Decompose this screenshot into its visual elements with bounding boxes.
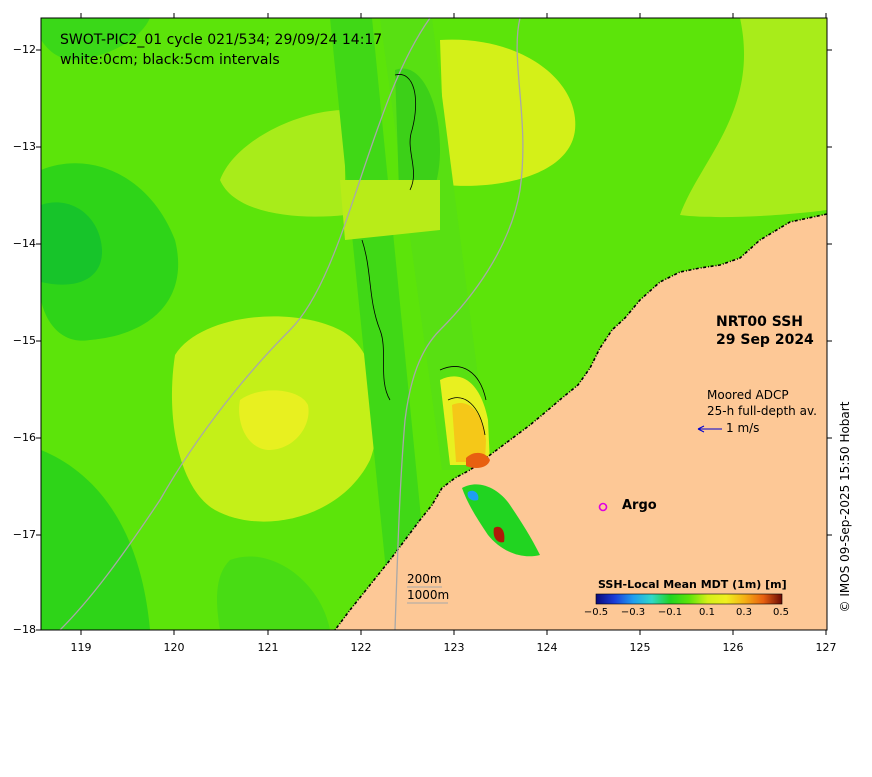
argo-marker bbox=[598, 502, 608, 512]
y-tick-label: −15 bbox=[12, 334, 36, 347]
ssh-low-northwest bbox=[41, 18, 150, 61]
contour-5cm bbox=[439, 366, 487, 401]
colorbar-tick: −0.3 bbox=[620, 607, 646, 618]
ssh-high-northeast bbox=[680, 18, 827, 218]
ssh-high-centre-core bbox=[239, 390, 309, 450]
ssh-peak bbox=[466, 452, 490, 468]
adcp-scale-label: 1 m/s bbox=[726, 421, 760, 435]
y-tick-label: −12 bbox=[12, 43, 36, 56]
map-title: SWOT-PIC2_01 cycle 021/534; 29/09/24 14:… bbox=[60, 32, 383, 48]
contour-5cm bbox=[361, 239, 391, 401]
x-tick-label: 126 bbox=[722, 641, 744, 654]
plot-frame bbox=[40, 17, 828, 631]
contour-5cm bbox=[447, 397, 486, 436]
ssh-high-north-west bbox=[220, 110, 345, 217]
x-tick-label: 124 bbox=[536, 641, 558, 654]
x-tick-label: 127 bbox=[815, 641, 837, 654]
x-tick-label: 119 bbox=[70, 641, 92, 654]
ssh-low-south-mid bbox=[217, 556, 330, 630]
isobath-label-200m: 200m bbox=[407, 572, 442, 586]
colorbar bbox=[595, 593, 783, 605]
y-tick-label: −13 bbox=[12, 140, 36, 153]
x-tick-label: 122 bbox=[350, 641, 372, 654]
x-tick-label: 125 bbox=[629, 641, 651, 654]
y-tick-label: −14 bbox=[12, 237, 36, 250]
australia-land bbox=[335, 214, 827, 630]
coastline bbox=[334, 213, 827, 630]
plot-area bbox=[41, 18, 827, 630]
x-tick-label: 120 bbox=[163, 641, 185, 654]
argo-label: Argo bbox=[622, 498, 657, 513]
colorbar-tick: 0.3 bbox=[736, 607, 752, 618]
colorbar-tick: 0.1 bbox=[699, 607, 715, 618]
contour-5cm bbox=[394, 74, 417, 191]
colorbar-tick: −0.1 bbox=[657, 607, 683, 618]
tick-marks bbox=[36, 13, 832, 635]
swath-high-mid bbox=[340, 180, 440, 240]
swath-high-core bbox=[452, 403, 486, 462]
colorbar-title: SSH-Local Mean MDT (1m) [m] bbox=[598, 578, 787, 591]
colorbar-tick: −0.5 bbox=[583, 607, 609, 618]
x-tick-label: 121 bbox=[257, 641, 279, 654]
ssh-low-southwest bbox=[41, 450, 150, 630]
swot-swath-left bbox=[330, 18, 432, 630]
colorbar-tick: 0.5 bbox=[773, 607, 789, 618]
x-tick-label: 123 bbox=[443, 641, 465, 654]
y-tick-label: −16 bbox=[12, 431, 36, 444]
ssh-high-north bbox=[440, 39, 576, 186]
adcp-label: Moored ADCP bbox=[707, 388, 789, 402]
imos-credit: © IMOS 09-Sep-2025 15:50 Hobart bbox=[838, 401, 852, 613]
adcp-scale-arrow bbox=[697, 425, 722, 433]
isobath-1000m bbox=[59, 18, 431, 630]
ssh-low-west-core bbox=[41, 202, 103, 285]
product-date: 29 Sep 2024 bbox=[716, 332, 814, 348]
adcp-description: 25-h full-depth av. bbox=[707, 404, 817, 418]
y-tick-label: −17 bbox=[12, 528, 36, 541]
isobath-label-1000m: 1000m bbox=[407, 588, 450, 602]
ssh-peak-inlet bbox=[493, 526, 505, 543]
king-sound bbox=[462, 484, 540, 557]
map-subtitle: white:0cm; black:5cm intervals bbox=[60, 52, 280, 68]
ssh-low-inlet bbox=[467, 490, 479, 501]
ssh-map bbox=[36, 13, 832, 635]
product-label: NRT00 SSH bbox=[716, 314, 804, 330]
y-tick-label: −18 bbox=[12, 623, 36, 636]
isobath-200m bbox=[394, 18, 524, 630]
